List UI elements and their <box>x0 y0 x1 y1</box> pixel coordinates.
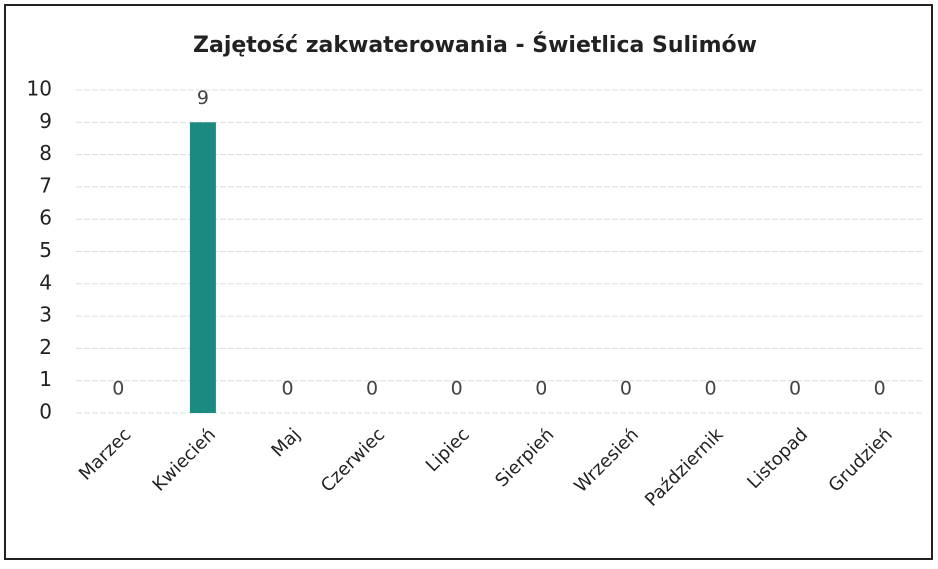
data-label: 0 <box>366 378 378 400</box>
y-tick-label: 6 <box>39 206 52 230</box>
data-label: 0 <box>451 378 463 400</box>
bar <box>189 122 216 414</box>
data-label: 0 <box>620 378 632 400</box>
data-label: 9 <box>197 87 209 109</box>
chart-title: Zajętość zakwaterowania - Świetlica Suli… <box>193 32 757 58</box>
y-tick-label: 10 <box>27 77 52 101</box>
y-tick-label: 2 <box>39 335 52 359</box>
y-tick-label: 5 <box>39 238 52 262</box>
y-tick-label: 4 <box>39 270 52 294</box>
y-tick-label: 8 <box>39 141 52 165</box>
y-tick-label: 1 <box>39 367 52 391</box>
y-tick-label: 7 <box>39 173 52 197</box>
y-tick-label: 3 <box>39 303 52 327</box>
data-label: 0 <box>874 378 886 400</box>
y-tick-label: 9 <box>39 109 52 133</box>
data-label: 0 <box>789 378 801 400</box>
chart-border <box>4 4 933 560</box>
data-label: 0 <box>535 378 547 400</box>
data-label: 0 <box>704 378 716 400</box>
y-tick-label: 0 <box>39 400 52 424</box>
data-label: 0 <box>112 378 124 400</box>
data-label: 0 <box>281 378 293 400</box>
